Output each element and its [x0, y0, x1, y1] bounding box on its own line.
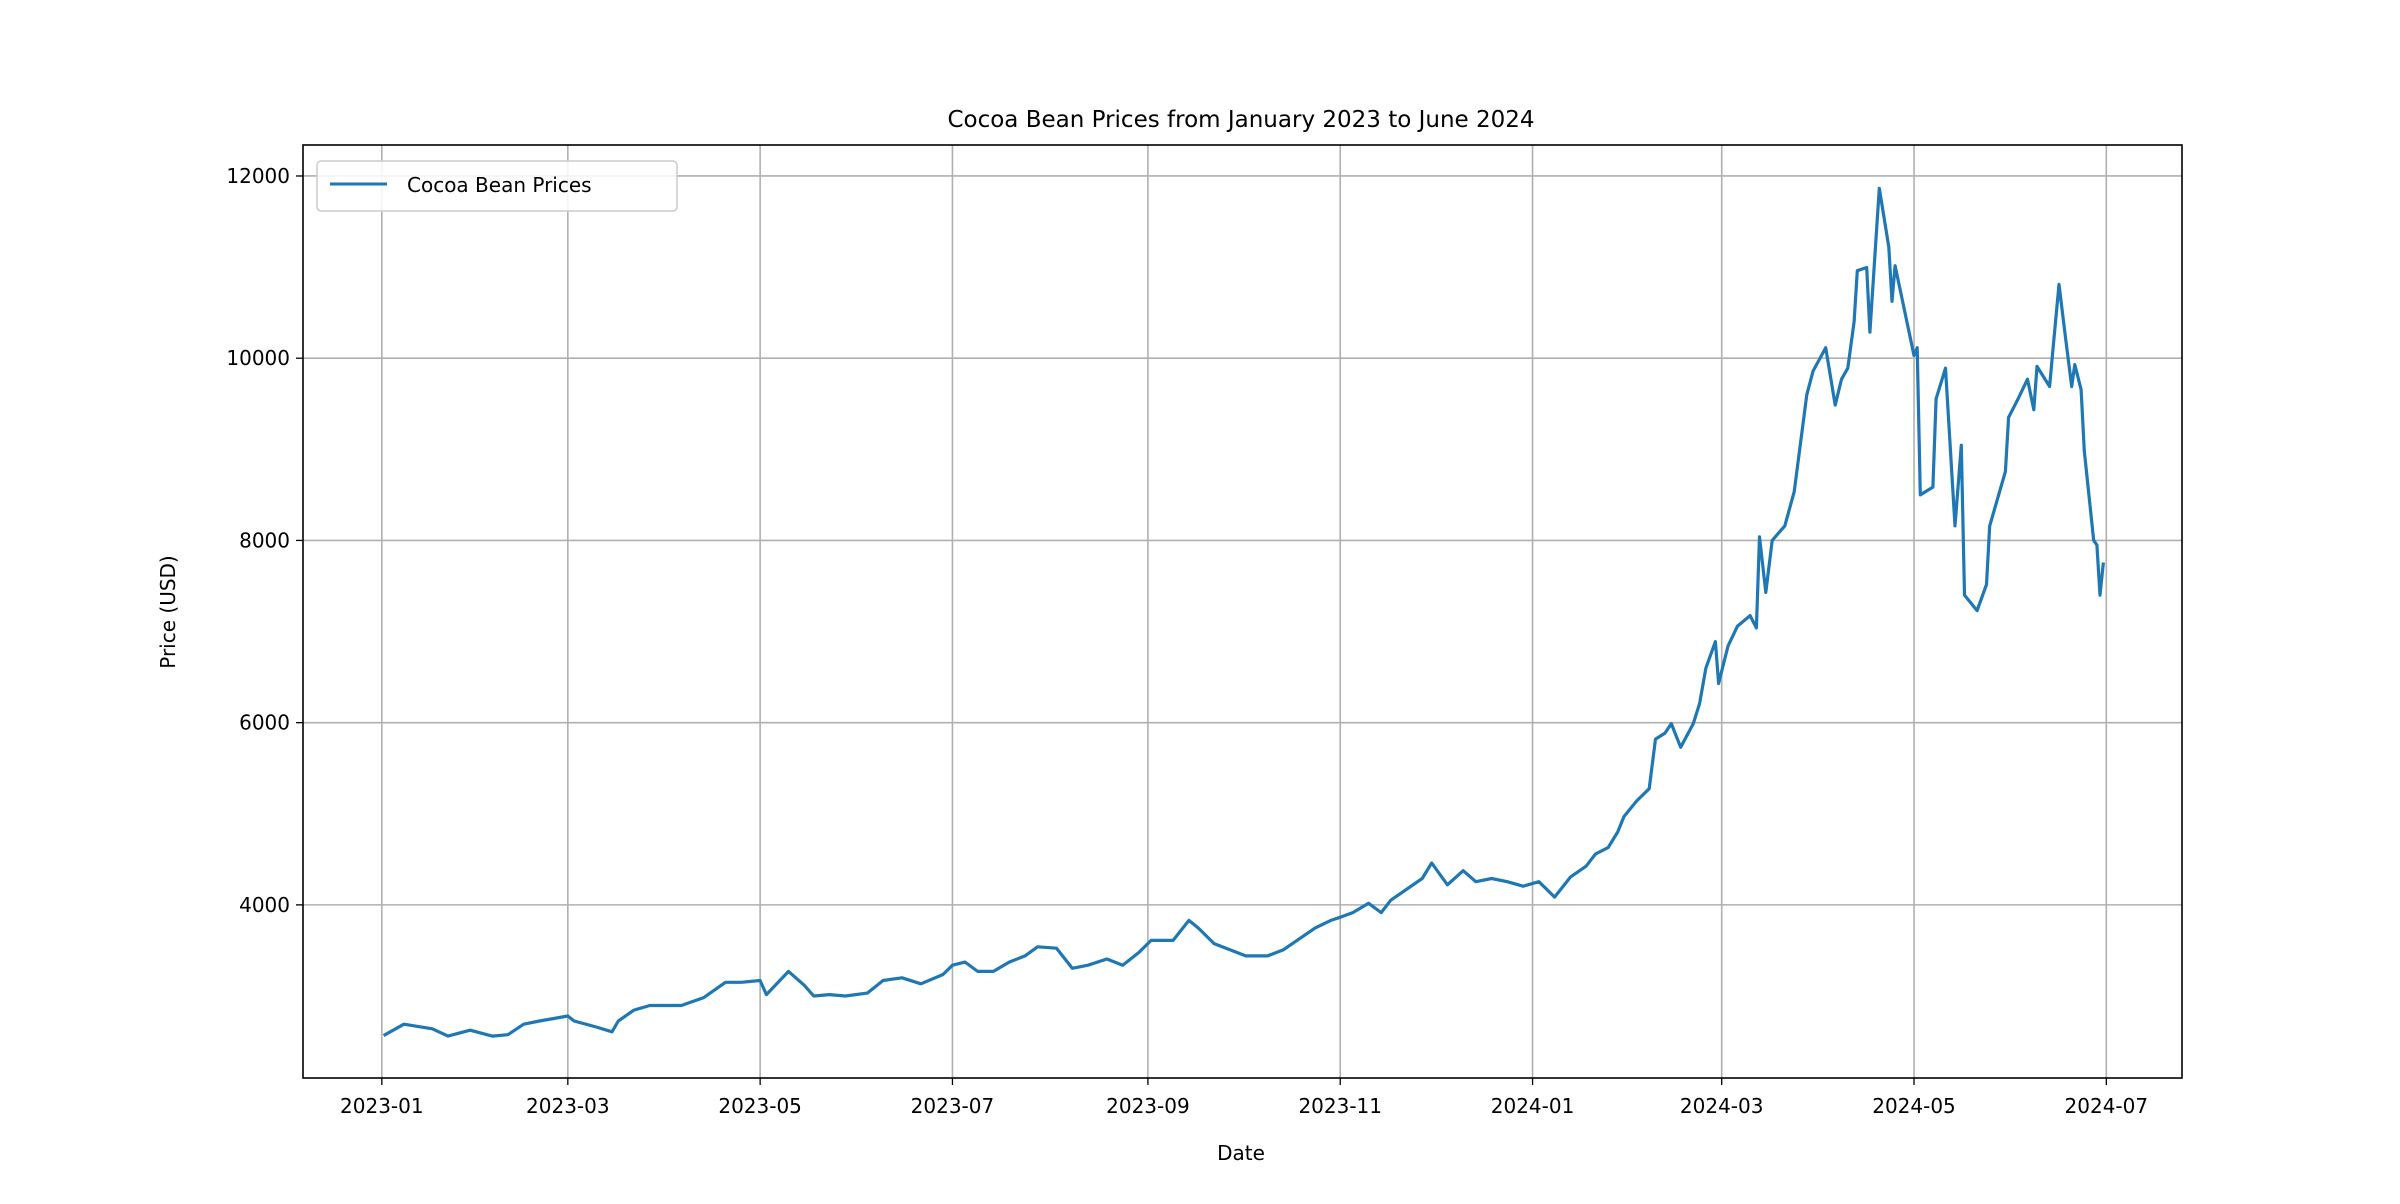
chart-title: Cocoa Bean Prices from January 2023 to J…: [947, 107, 1534, 133]
series-layer: [382, 186, 2105, 1038]
x-tick-label: 2023-03: [526, 1094, 610, 1118]
series-line-cocoa-bean-prices: [382, 186, 2105, 1038]
y-tick-label: 10000: [226, 346, 290, 370]
legend-label: Cocoa Bean Prices: [407, 173, 592, 197]
x-tick-label: 2023-01: [340, 1094, 424, 1118]
x-axis-label: Date: [1217, 1141, 1265, 1165]
x-tick-label: 2024-07: [2065, 1094, 2149, 1118]
x-tick-label: 2024-05: [1872, 1094, 1956, 1118]
y-tick-label: 8000: [239, 528, 290, 552]
legend-box: [316, 160, 678, 212]
legend: Cocoa Bean Prices: [316, 160, 678, 212]
plot-frame: [302, 144, 2183, 1079]
grid: [303, 145, 2182, 1078]
ticks: 2023-01 2023-03 2023-05 2023-07 2023-09 2023-…: [226, 164, 2148, 1118]
y-axis-label: Price (USD): [156, 555, 180, 669]
x-tick-label: 2023-11: [1298, 1094, 1382, 1118]
y-tick-label: 4000: [239, 893, 290, 917]
y-tick-label: 6000: [239, 711, 290, 735]
x-tick-label: 2024-03: [1680, 1094, 1764, 1118]
x-tick-label: 2023-09: [1106, 1094, 1190, 1118]
x-tick-label: 2023-07: [911, 1094, 995, 1118]
y-tick-label: 12000: [226, 164, 290, 188]
x-tick-label: 2024-01: [1491, 1094, 1575, 1118]
x-tick-label: 2023-05: [718, 1094, 802, 1118]
